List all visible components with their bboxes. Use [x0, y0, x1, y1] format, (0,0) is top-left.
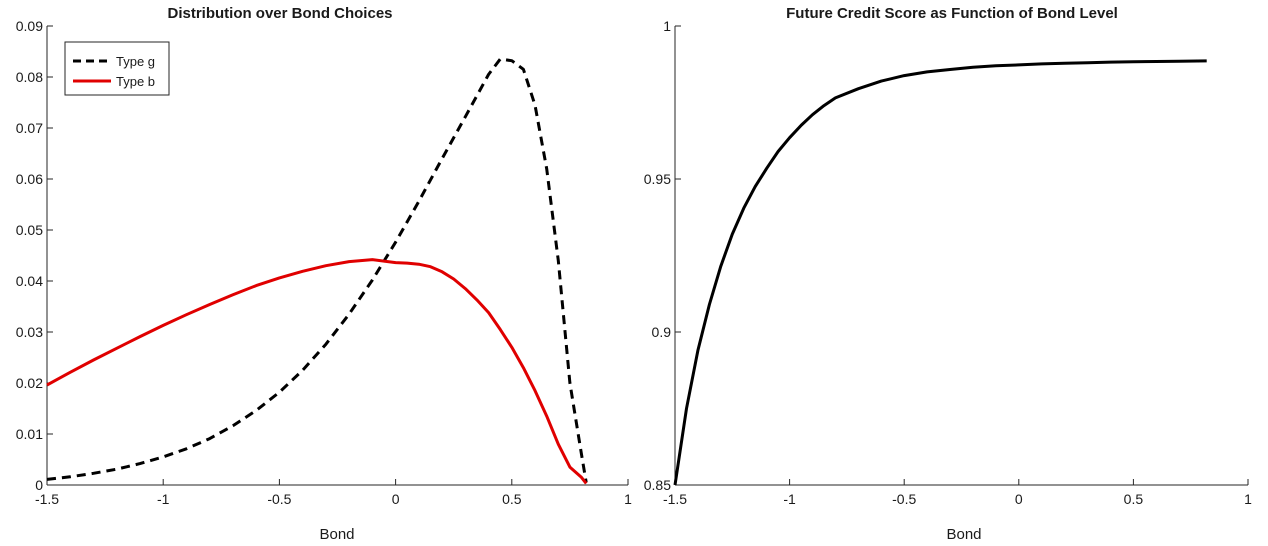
distribution-y-tick-label: 0.03 [16, 324, 43, 340]
credit-score-x-tick-label: 0.5 [1124, 491, 1144, 507]
distribution-y-tick-label: 0.05 [16, 222, 43, 238]
credit-score-plot-area: -1.5 -1 -0.5 0 0.5 1 0.85 0.9 0.95 1 [644, 18, 1252, 507]
distribution-y-tick-label: 0.08 [16, 69, 43, 85]
distribution-chart-title: Distribution over Bond Choices [167, 5, 392, 22]
credit-score-chart-xlabel: Bond [946, 526, 981, 543]
distribution-y-tick-label: 0.04 [16, 273, 43, 289]
distribution-y-tick-label: 0.01 [16, 426, 43, 442]
credit-score-series-line-0 [673, 59, 1207, 486]
distribution-x-tick-label: 0.5 [502, 491, 522, 507]
distribution-series-line-type-g [46, 57, 588, 483]
credit-score-y-tick-label: 1 [663, 18, 671, 34]
credit-score-x-tick-label: -1 [783, 491, 796, 507]
credit-score-x-tick-label: -0.5 [892, 491, 916, 507]
legend-box [64, 41, 170, 96]
distribution-y-tick-label: 0.07 [16, 120, 43, 136]
credit-score-chart-title: Future Credit Score as Function of Bond … [786, 5, 1118, 22]
credit-score-y-tick-label: 0.85 [644, 477, 671, 493]
distribution-chart: Distribution over Bond Choices -1.5 -1 -0.… [16, 5, 632, 543]
distribution-x-tick-label: 0 [392, 491, 400, 507]
credit-score-y-tick-label: 0.95 [644, 171, 671, 187]
credit-score-y-tick-label: 0.9 [652, 324, 672, 340]
distribution-x-tick-label: -0.5 [267, 491, 291, 507]
distribution-y-tick-label: 0 [35, 477, 43, 493]
legend-label-type-b: Type b [116, 74, 155, 89]
distribution-y-tick-label: 0.06 [16, 171, 43, 187]
distribution-y-tick-label: 0.02 [16, 375, 43, 391]
credit-score-x-tick-label: -1.5 [663, 491, 687, 507]
credit-score-x-tick-label: 1 [1244, 491, 1252, 507]
legend-label-type-g: Type g [116, 54, 155, 69]
distribution-series-line-type-b [46, 258, 588, 485]
credit-score-x-tick-label: 0 [1015, 491, 1023, 507]
distribution-x-tick-label: 1 [624, 491, 632, 507]
distribution-x-tick-label: -1.5 [35, 491, 59, 507]
distribution-y-tick-label: 0.09 [16, 18, 43, 34]
distribution-x-tick-label: -1 [157, 491, 170, 507]
legend: Type g Type b [64, 41, 170, 96]
credit-score-chart: Future Credit Score as Function of Bond … [644, 5, 1252, 543]
distribution-chart-xlabel: Bond [319, 526, 354, 543]
distribution-plot-area: -1.5 -1 -0.5 0 0.5 1 0 0.01 0.02 0.03 0.04 0.05 0.06… [16, 18, 632, 507]
